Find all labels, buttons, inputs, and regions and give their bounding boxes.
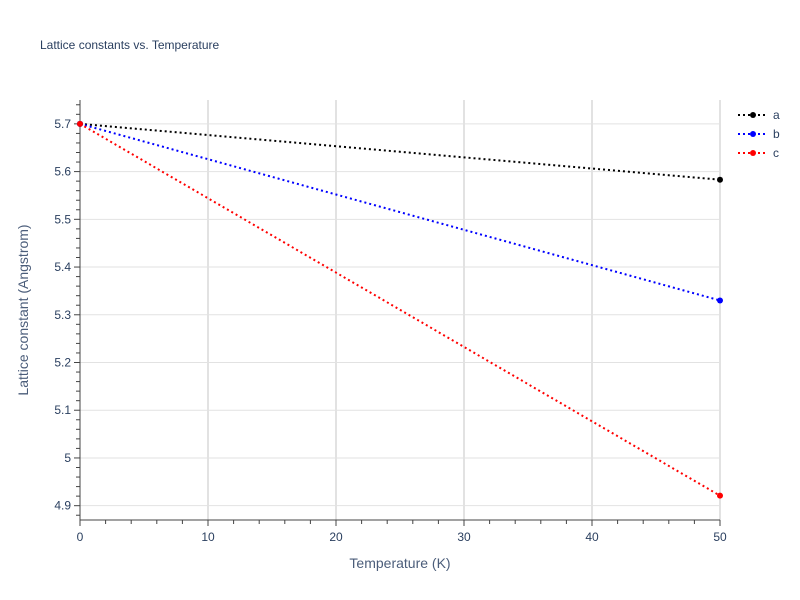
series-layer [77, 120, 723, 499]
y-tick-label: 5.6 [54, 165, 71, 179]
series-line-a [79, 122, 721, 181]
x-tick-label: 20 [329, 530, 343, 544]
series-line-c [79, 122, 721, 497]
y-tick-label: 5 [64, 451, 71, 465]
y-tick-label: 5.3 [54, 308, 71, 322]
data-point-c [77, 120, 83, 127]
y-tick-label: 5.4 [54, 260, 71, 274]
data-point-b [717, 297, 723, 304]
legend-label: a [773, 108, 780, 122]
x-tick-label: 0 [77, 530, 84, 544]
grid-layer [80, 100, 721, 520]
y-tick-label: 5.2 [54, 356, 71, 370]
x-tick-label: 50 [713, 530, 727, 544]
chart-title: Lattice constants vs. Temperature [40, 38, 220, 52]
series-line-b [79, 122, 721, 302]
y-tick-label: 5.1 [54, 403, 71, 417]
legend-label: c [773, 146, 779, 160]
x-axis-title: Temperature (K) [349, 555, 450, 571]
legend-marker [750, 131, 756, 137]
legend-item-a[interactable]: a [738, 108, 780, 122]
axes-layer: 0 10 20 30 40 50 4.9 5 5.1 5.2 5.3 5.4 5.5 5.6 5.7 [54, 100, 727, 544]
legend-marker [750, 112, 756, 118]
y-tick-label: 5.7 [54, 117, 71, 131]
y-tick-label: 4.9 [54, 499, 71, 513]
legend-item-b[interactable]: b [738, 127, 780, 141]
legend-item-c[interactable]: c [738, 146, 779, 160]
y-tick-label: 5.5 [54, 212, 71, 226]
legend-marker [750, 150, 756, 156]
data-point-a [717, 176, 723, 183]
legend[interactable]: abc [738, 108, 780, 160]
legend-label: b [773, 127, 780, 141]
x-tick-label: 10 [201, 530, 215, 544]
x-tick-label: 40 [585, 530, 599, 544]
x-tick-label: 30 [457, 530, 471, 544]
y-axis-title: Lattice constant (Angstrom) [15, 224, 31, 395]
data-point-c [717, 492, 723, 499]
